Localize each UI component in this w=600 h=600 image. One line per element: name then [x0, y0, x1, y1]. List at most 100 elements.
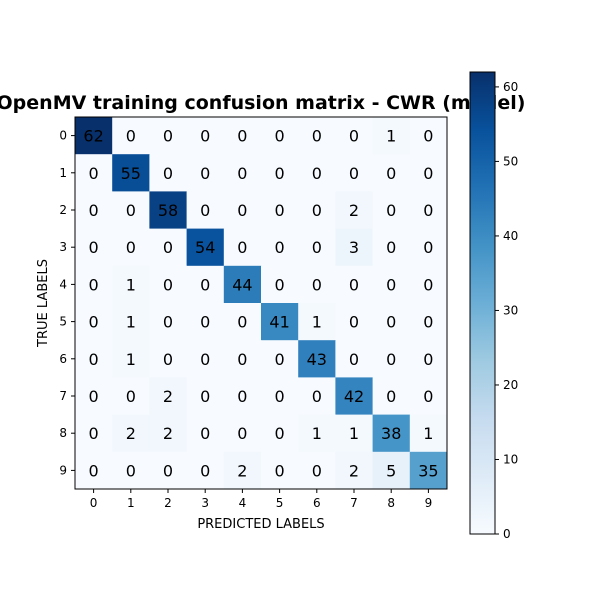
heatmap-cell-label: 0 — [89, 238, 99, 257]
heatmap-cell-label: 0 — [275, 461, 285, 480]
heatmap-cell — [409, 451, 448, 490]
heatmap-cell-label: 1 — [126, 275, 136, 294]
heatmap-cell-label: 0 — [237, 238, 247, 257]
heatmap-cell — [298, 191, 336, 229]
heatmap-cell-label: 0 — [312, 164, 322, 183]
heatmap-cell — [261, 303, 299, 341]
heatmap-cell — [186, 265, 225, 304]
heatmap-cell-label: 0 — [126, 461, 136, 480]
heatmap-cell-label: 1 — [312, 313, 322, 332]
heatmap-cell-label: 0 — [163, 350, 173, 369]
colorbar-tick-label: 10 — [503, 452, 518, 466]
heatmap-cell — [261, 414, 299, 453]
y-tick-label: 6 — [59, 352, 67, 366]
heatmap-cell — [298, 265, 336, 304]
heatmap-cell-label: 0 — [312, 387, 322, 406]
heatmap-cell-label: 0 — [89, 387, 99, 406]
heatmap-cell-label: 0 — [200, 313, 210, 332]
heatmap-cell — [261, 451, 299, 490]
heatmap-cell — [335, 228, 373, 267]
heatmap-cell-label: 41 — [269, 313, 289, 332]
colorbar-tick-label: 30 — [503, 303, 518, 317]
heatmap-cell — [372, 117, 411, 155]
heatmap-cell — [186, 303, 225, 341]
heatmap-cell — [409, 154, 448, 192]
x-tick-label: 7 — [350, 496, 358, 510]
heatmap-cell-label: 2 — [349, 201, 359, 220]
heatmap-cell-label: 0 — [237, 313, 247, 332]
x-tick-label: 9 — [425, 496, 433, 510]
heatmap-cell-label: 2 — [163, 387, 173, 406]
heatmap-cell — [409, 340, 448, 378]
y-tick-label: 2 — [59, 203, 67, 217]
y-tick-label: 9 — [59, 463, 67, 477]
heatmap-cell-label: 2 — [237, 461, 247, 480]
heatmap-cell-label: 0 — [200, 127, 210, 146]
heatmap-cell-label: 44 — [232, 275, 252, 294]
heatmap-cell-label: 0 — [349, 275, 359, 294]
heatmap-cell-label: 0 — [126, 387, 136, 406]
heatmap-cell — [149, 117, 187, 155]
heatmap-cell — [298, 340, 336, 378]
heatmap-cell — [112, 303, 150, 341]
x-tick-label: 4 — [239, 496, 247, 510]
heatmap-cell — [335, 303, 373, 341]
heatmap-cell-label: 0 — [89, 313, 99, 332]
heatmap-cell — [298, 451, 336, 490]
heatmap-cell-label: 0 — [163, 461, 173, 480]
heatmap-cell-label: 0 — [89, 461, 99, 480]
heatmap-cell-label: 1 — [386, 127, 396, 146]
heatmap-cell — [186, 377, 225, 415]
heatmap-cell — [186, 191, 225, 229]
heatmap-cell-label: 1 — [126, 350, 136, 369]
heatmap-cell-label: 0 — [423, 350, 433, 369]
heatmap-cell-label: 0 — [312, 275, 322, 294]
heatmap-cell-label: 0 — [423, 164, 433, 183]
heatmap-cell-label: 2 — [163, 424, 173, 443]
heatmap-cell-label: 43 — [307, 350, 327, 369]
heatmap-cell — [409, 303, 448, 341]
heatmap-cell-label: 0 — [237, 350, 247, 369]
heatmap-cell — [223, 414, 262, 453]
heatmap-cell — [335, 377, 373, 415]
heatmap-cell — [335, 451, 373, 490]
heatmap-cell — [223, 340, 262, 378]
heatmap-cell — [223, 451, 262, 490]
heatmap-cell-label: 0 — [275, 164, 285, 183]
x-tick-label: 0 — [90, 496, 98, 510]
heatmap-cell — [112, 265, 150, 304]
colorbar-tick-label: 20 — [503, 378, 518, 392]
heatmap-cell-label: 0 — [275, 275, 285, 294]
heatmap-cell-label: 0 — [423, 275, 433, 294]
heatmap-cell — [149, 265, 187, 304]
heatmap-cell — [75, 191, 113, 229]
x-tick-label: 5 — [276, 496, 284, 510]
heatmap-cell-label: 0 — [126, 127, 136, 146]
y-tick-label: 8 — [59, 426, 67, 440]
heatmap-cell — [372, 265, 411, 304]
heatmap-cell — [261, 228, 299, 267]
heatmap-cell-label: 0 — [349, 164, 359, 183]
heatmap-cell — [75, 303, 113, 341]
heatmap-cell — [186, 154, 225, 192]
heatmap-cell-label: 0 — [386, 350, 396, 369]
heatmap-cell — [186, 451, 225, 490]
y-tick-label: 4 — [59, 277, 67, 291]
heatmap-cell-label: 58 — [158, 201, 178, 220]
colorbar-tick-label: 50 — [503, 154, 518, 168]
heatmap-cell — [335, 191, 373, 229]
y-axis-label: TRUE LABELS — [36, 259, 51, 348]
heatmap-cell — [372, 377, 411, 415]
heatmap-cell — [75, 228, 113, 267]
heatmap-cell-label: 38 — [381, 424, 401, 443]
heatmap-cell-label: 0 — [275, 350, 285, 369]
heatmap-cell-label: 0 — [386, 275, 396, 294]
heatmap-cell-label: 0 — [163, 238, 173, 257]
heatmap-cell-label: 0 — [349, 313, 359, 332]
y-axis-ticks: 0 1 2 3 4 5 6 7 8 9 — [59, 129, 75, 477]
heatmap-cell-label: 0 — [163, 313, 173, 332]
heatmap-cell — [298, 117, 336, 155]
heatmap-cell-label: 0 — [275, 201, 285, 220]
heatmap-cell-label: 0 — [423, 201, 433, 220]
heatmap-cell-label: 0 — [312, 238, 322, 257]
